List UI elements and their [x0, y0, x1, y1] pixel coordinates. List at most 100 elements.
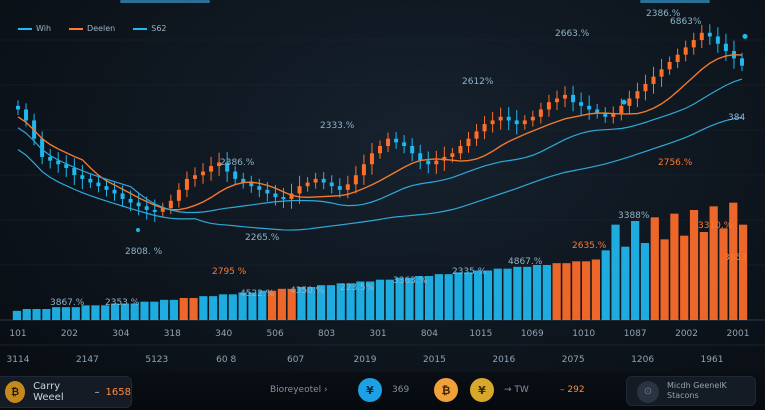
volume-bar	[532, 265, 542, 320]
candle-body	[683, 47, 688, 55]
asset-pill[interactable]: ₿ Carry Weeel – 1658	[0, 376, 132, 408]
volume-bar	[248, 292, 257, 320]
candlestick-chart: 2386.% 2612% 2663.% 2333.% 2265.% 2808. % 2386…	[0, 9, 765, 365]
candle-body	[281, 197, 286, 200]
volume-bar	[601, 250, 610, 320]
volume-bar	[238, 292, 247, 320]
x-tick-label-secondary: 2147	[76, 355, 99, 365]
yen-gold-coin-icon[interactable]: ¥	[470, 378, 494, 402]
volume-bar	[434, 274, 443, 320]
volume-bar	[464, 272, 473, 320]
volume-bar	[523, 266, 532, 320]
volume-bar	[179, 298, 188, 320]
volume-bar	[660, 239, 669, 320]
candle-body	[297, 186, 302, 194]
data-label: 2386.%	[646, 9, 681, 19]
status-line-2: Stacons	[667, 391, 699, 400]
candle-body	[40, 138, 45, 157]
candle-body	[378, 146, 382, 154]
volume-bar	[297, 287, 306, 320]
volume-bar	[101, 305, 110, 320]
candle-body	[490, 120, 495, 125]
candle-body	[16, 105, 20, 110]
candle-body	[313, 178, 318, 183]
data-label: 384	[728, 113, 745, 123]
volume-bar	[366, 281, 375, 320]
candle-body	[152, 209, 157, 212]
volume-bar	[581, 261, 591, 320]
data-label: 3363.%	[393, 276, 428, 286]
candle-body	[257, 186, 262, 190]
volume-bar	[670, 213, 679, 320]
data-label: 2335 %	[452, 267, 487, 277]
candle-body	[305, 182, 310, 187]
candle-body	[554, 98, 559, 103]
volume-bar	[287, 288, 296, 320]
x-tick-label: 202	[61, 329, 78, 339]
candle-body	[136, 202, 141, 207]
ma-line-blue	[17, 78, 743, 214]
data-label: 4522.%	[240, 289, 275, 299]
candle-body	[619, 105, 624, 114]
candle-body	[329, 182, 334, 187]
candle-body	[402, 142, 407, 146]
status-icon: ⊙	[637, 381, 659, 403]
volume-bar	[218, 294, 228, 320]
data-label: 2612%	[462, 77, 494, 87]
volume-bar	[209, 296, 218, 320]
x-tick-label: 1010	[572, 329, 595, 339]
candle-body	[80, 175, 85, 179]
volume-bar	[405, 277, 414, 320]
volume-bar	[738, 224, 748, 320]
yen-coin-icon[interactable]: ¥	[358, 378, 382, 402]
candle-body	[522, 120, 527, 125]
x-tick-label: 2002	[675, 329, 698, 339]
x-tick-label-secondary: 607	[287, 355, 304, 365]
candle-body	[627, 98, 632, 106]
volume-bar	[572, 261, 581, 320]
candle-body	[160, 208, 165, 212]
candle-body	[643, 83, 648, 92]
candle-body	[112, 189, 117, 194]
volume-bar	[729, 202, 738, 320]
candle-body	[506, 116, 511, 121]
line-marker	[136, 228, 140, 232]
status-pill[interactable]: ⊙ Micdh GeenelK Stacons	[626, 376, 756, 406]
line-marker	[621, 99, 627, 105]
footer-value-3: – 292	[560, 385, 585, 395]
footer-mid-label[interactable]: Bioreyeotel ›	[270, 385, 328, 395]
volume-bar	[110, 303, 120, 320]
volume-bar	[719, 228, 728, 320]
candle-body	[514, 120, 519, 125]
volume-bar	[415, 276, 424, 320]
volume-bar	[140, 301, 149, 320]
volume-bar	[621, 246, 630, 320]
data-label: 223.5%	[340, 283, 375, 293]
candle-body	[176, 189, 181, 201]
legend-item: Wih	[18, 24, 51, 33]
volume-bar	[375, 279, 385, 320]
volume-bar	[336, 283, 345, 320]
candle-body	[651, 76, 656, 84]
volume-bar	[12, 310, 22, 320]
data-label: 2333.%	[320, 121, 355, 131]
volume-bar	[444, 274, 453, 320]
candle-body	[192, 175, 197, 179]
x-tick-label: 1087	[624, 329, 647, 339]
volume-bar	[317, 285, 326, 320]
candle-body	[426, 160, 431, 165]
ma-line-orange	[17, 53, 743, 211]
footer-value-2: → TW	[504, 385, 529, 395]
candle-body	[168, 200, 173, 209]
candle-body	[466, 138, 471, 146]
candle-body	[386, 138, 391, 146]
volume-bar	[542, 265, 551, 320]
bitcoin-coin-icon[interactable]: ₿	[434, 378, 458, 402]
candle-body	[120, 193, 125, 199]
data-label: 2353 %	[105, 298, 140, 308]
volume-bar	[277, 288, 286, 320]
asset-value: 1658	[105, 386, 131, 398]
candle-body	[563, 94, 568, 99]
volume-bar	[483, 270, 493, 320]
